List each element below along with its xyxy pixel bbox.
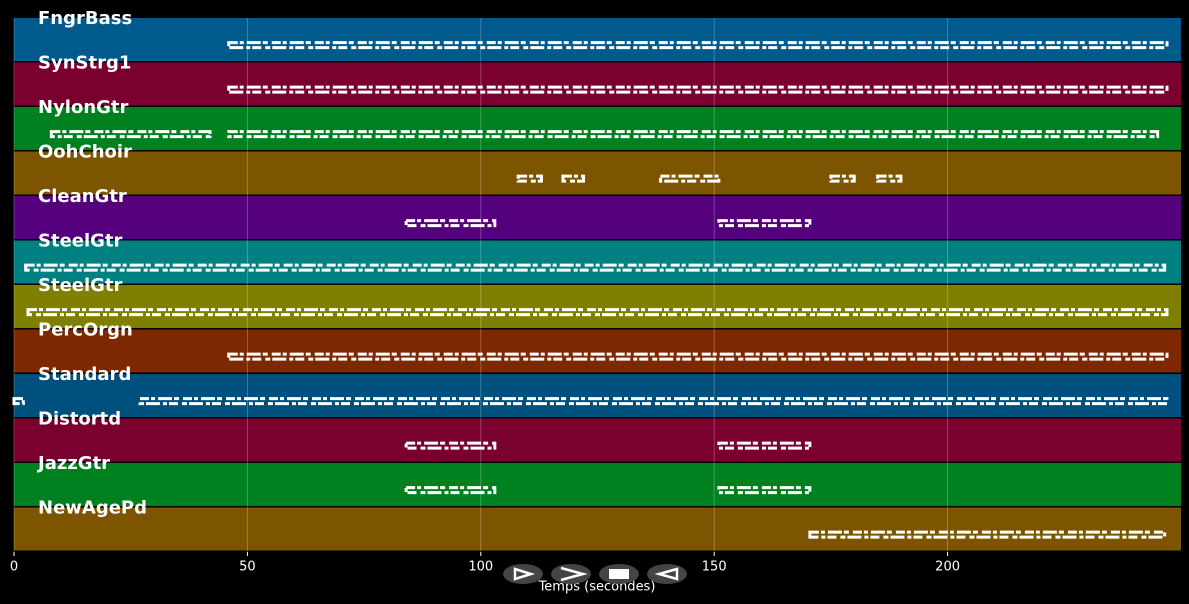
track-row (14, 240, 1181, 284)
note-span (808, 530, 1167, 539)
track-label: FngrBass (38, 8, 132, 29)
grid: 0 50 100 150 200 (10, 18, 960, 575)
note-span (561, 174, 585, 183)
note-span (404, 486, 497, 495)
note-span (49, 130, 212, 139)
track-row (14, 418, 1181, 462)
track-label: NewAgePd (38, 498, 147, 519)
x-tick-label: 200 (935, 560, 960, 575)
x-tick-label: 150 (702, 560, 727, 575)
note-span (26, 308, 1169, 317)
track-label: Distortd (38, 409, 121, 430)
track-row (14, 62, 1181, 106)
track-row (14, 507, 1181, 551)
tracks (12, 18, 1181, 551)
track-label: CleanGtr (38, 186, 127, 207)
back-button[interactable] (647, 564, 687, 584)
note-span (659, 174, 721, 183)
track-label: SteelGtr (38, 231, 123, 252)
forward-button[interactable] (551, 564, 591, 584)
x-tick-label: 100 (468, 560, 493, 575)
note-span (717, 441, 812, 450)
track-row (14, 285, 1181, 328)
track-row (14, 151, 1181, 195)
note-span (404, 441, 497, 450)
note-span (829, 174, 856, 183)
track-label: OohChoir (38, 142, 132, 163)
stop-button[interactable] (599, 564, 639, 584)
note-span (227, 41, 1169, 50)
track-label: SteelGtr (38, 275, 123, 296)
note-span (876, 174, 903, 183)
x-tick-label: 0 (10, 560, 18, 575)
note-span (12, 397, 25, 406)
track-label: SynStrg1 (38, 53, 131, 74)
track-label: NylonGtr (38, 97, 129, 118)
x-axis-label: Temps (secondes) (538, 580, 656, 595)
controls (503, 564, 687, 584)
note-span (717, 219, 812, 228)
note-span (24, 263, 1167, 272)
track-row (14, 107, 1181, 150)
track-label: Standard (38, 364, 131, 385)
track-row (14, 463, 1181, 506)
note-span (227, 130, 1160, 139)
track-row (14, 196, 1181, 239)
track-label: PercOrgn (38, 320, 133, 341)
track-label: JazzGtr (36, 453, 110, 474)
track-row (14, 18, 1181, 61)
play-button[interactable] (503, 564, 543, 584)
note-span (227, 85, 1169, 94)
note-span (717, 486, 812, 495)
track-row (14, 374, 1181, 417)
track-labels: FngrBass SynStrg1 NylonGtr OohChoir CleanGtr… (36, 8, 147, 519)
note-span (227, 352, 1169, 361)
x-tick-label: 50 (239, 560, 256, 575)
note-span (516, 174, 543, 183)
note-span (404, 219, 497, 228)
track-row (14, 329, 1181, 373)
